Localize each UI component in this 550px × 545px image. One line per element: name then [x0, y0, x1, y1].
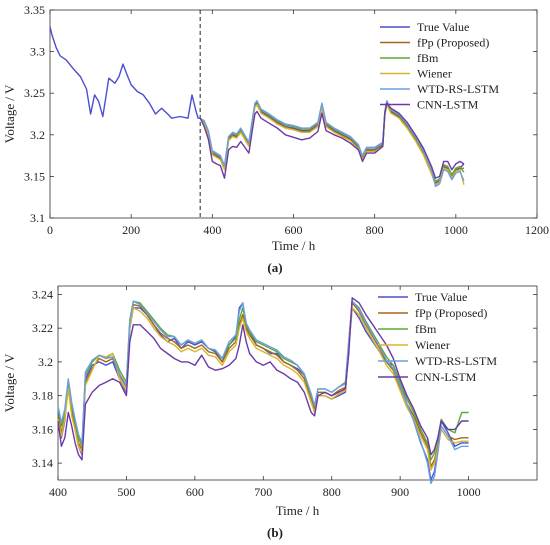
legend-label-fpp: fPp (Proposed): [417, 36, 489, 50]
x-axis-label: Time / h: [272, 238, 316, 253]
y-axis-label: Voltage / V: [2, 84, 17, 143]
panel-label: (b): [267, 525, 283, 540]
series-line-fbm: [57, 300, 469, 461]
series-line-wiener: [57, 307, 469, 471]
plot-frame: [57, 285, 538, 481]
x-tick-label: 900: [391, 485, 409, 499]
y-tick-label: 3.16: [32, 422, 53, 436]
legend-label-fbm: fBm: [415, 322, 437, 336]
legend-label-true_value: True Value: [415, 290, 467, 304]
series-line-fbm: [199, 100, 465, 183]
series-line-cnn: [199, 102, 465, 179]
y-tick-label: 3.35: [24, 3, 45, 17]
x-tick-label: 800: [323, 485, 341, 499]
y-tick-label: 3.2: [38, 355, 53, 369]
panel-label: (a): [267, 260, 282, 275]
y-tick-label: 3.15: [24, 169, 45, 183]
series-line-wtd: [199, 99, 465, 188]
series-line-wiener: [199, 104, 465, 186]
y-tick-label: 3.2: [30, 128, 45, 142]
x-tick-label: 0: [47, 223, 53, 237]
y-tick-label: 3.22: [32, 321, 53, 335]
x-tick-label: 400: [49, 485, 67, 499]
x-tick-label: 1000: [444, 223, 468, 237]
x-tick-label: 400: [203, 223, 221, 237]
x-tick-label: 800: [366, 223, 384, 237]
legend-label-wtd: WTD-RS-LSTM: [415, 354, 497, 368]
x-axis-label: Time / h: [276, 503, 320, 518]
x-tick-label: 1000: [457, 485, 481, 499]
legend-label-wiener: Wiener: [415, 338, 450, 352]
x-tick-label: 500: [117, 485, 135, 499]
x-tick-label: 600: [285, 223, 303, 237]
y-tick-label: 3.14: [32, 456, 53, 470]
y-tick-label: 3.1: [30, 211, 45, 225]
legend-label-wiener: Wiener: [417, 67, 452, 81]
panel-b: 400 500 600 700 800 900 1000 3.14 3.16 3.18 3.2 3.2…: [2, 285, 538, 540]
y-axis-label: Voltage / V: [2, 353, 17, 412]
panel-a: 0 200 400 600 800 1000 1200 3.1 3.15 3.2 3.25 3.3 3.…: [2, 3, 549, 275]
legend-label-cnn: CNN-LSTM: [415, 370, 477, 384]
x-tick-label: 1200: [525, 223, 549, 237]
series-line-fpp: [57, 302, 469, 468]
legend-label-fpp: fPp (Proposed): [415, 306, 487, 320]
y-tick-label: 3.24: [32, 287, 53, 301]
x-tick-label: 600: [186, 485, 204, 499]
legend-label-wtd: WTD-RS-LSTM: [417, 82, 499, 96]
series-line-wtd: [57, 300, 469, 485]
y-tick-label: 3.25: [24, 86, 45, 100]
legend-label-cnn: CNN-LSTM: [417, 98, 479, 112]
legend-label-true_value: True Value: [417, 20, 469, 34]
series-line-cnn: [57, 297, 469, 461]
y-tick-label: 3.3: [30, 45, 45, 59]
x-tick-label: 200: [122, 223, 140, 237]
x-tick-label: 700: [254, 485, 272, 499]
legend-label-fbm: fBm: [417, 51, 439, 65]
y-tick-label: 3.18: [32, 389, 53, 403]
